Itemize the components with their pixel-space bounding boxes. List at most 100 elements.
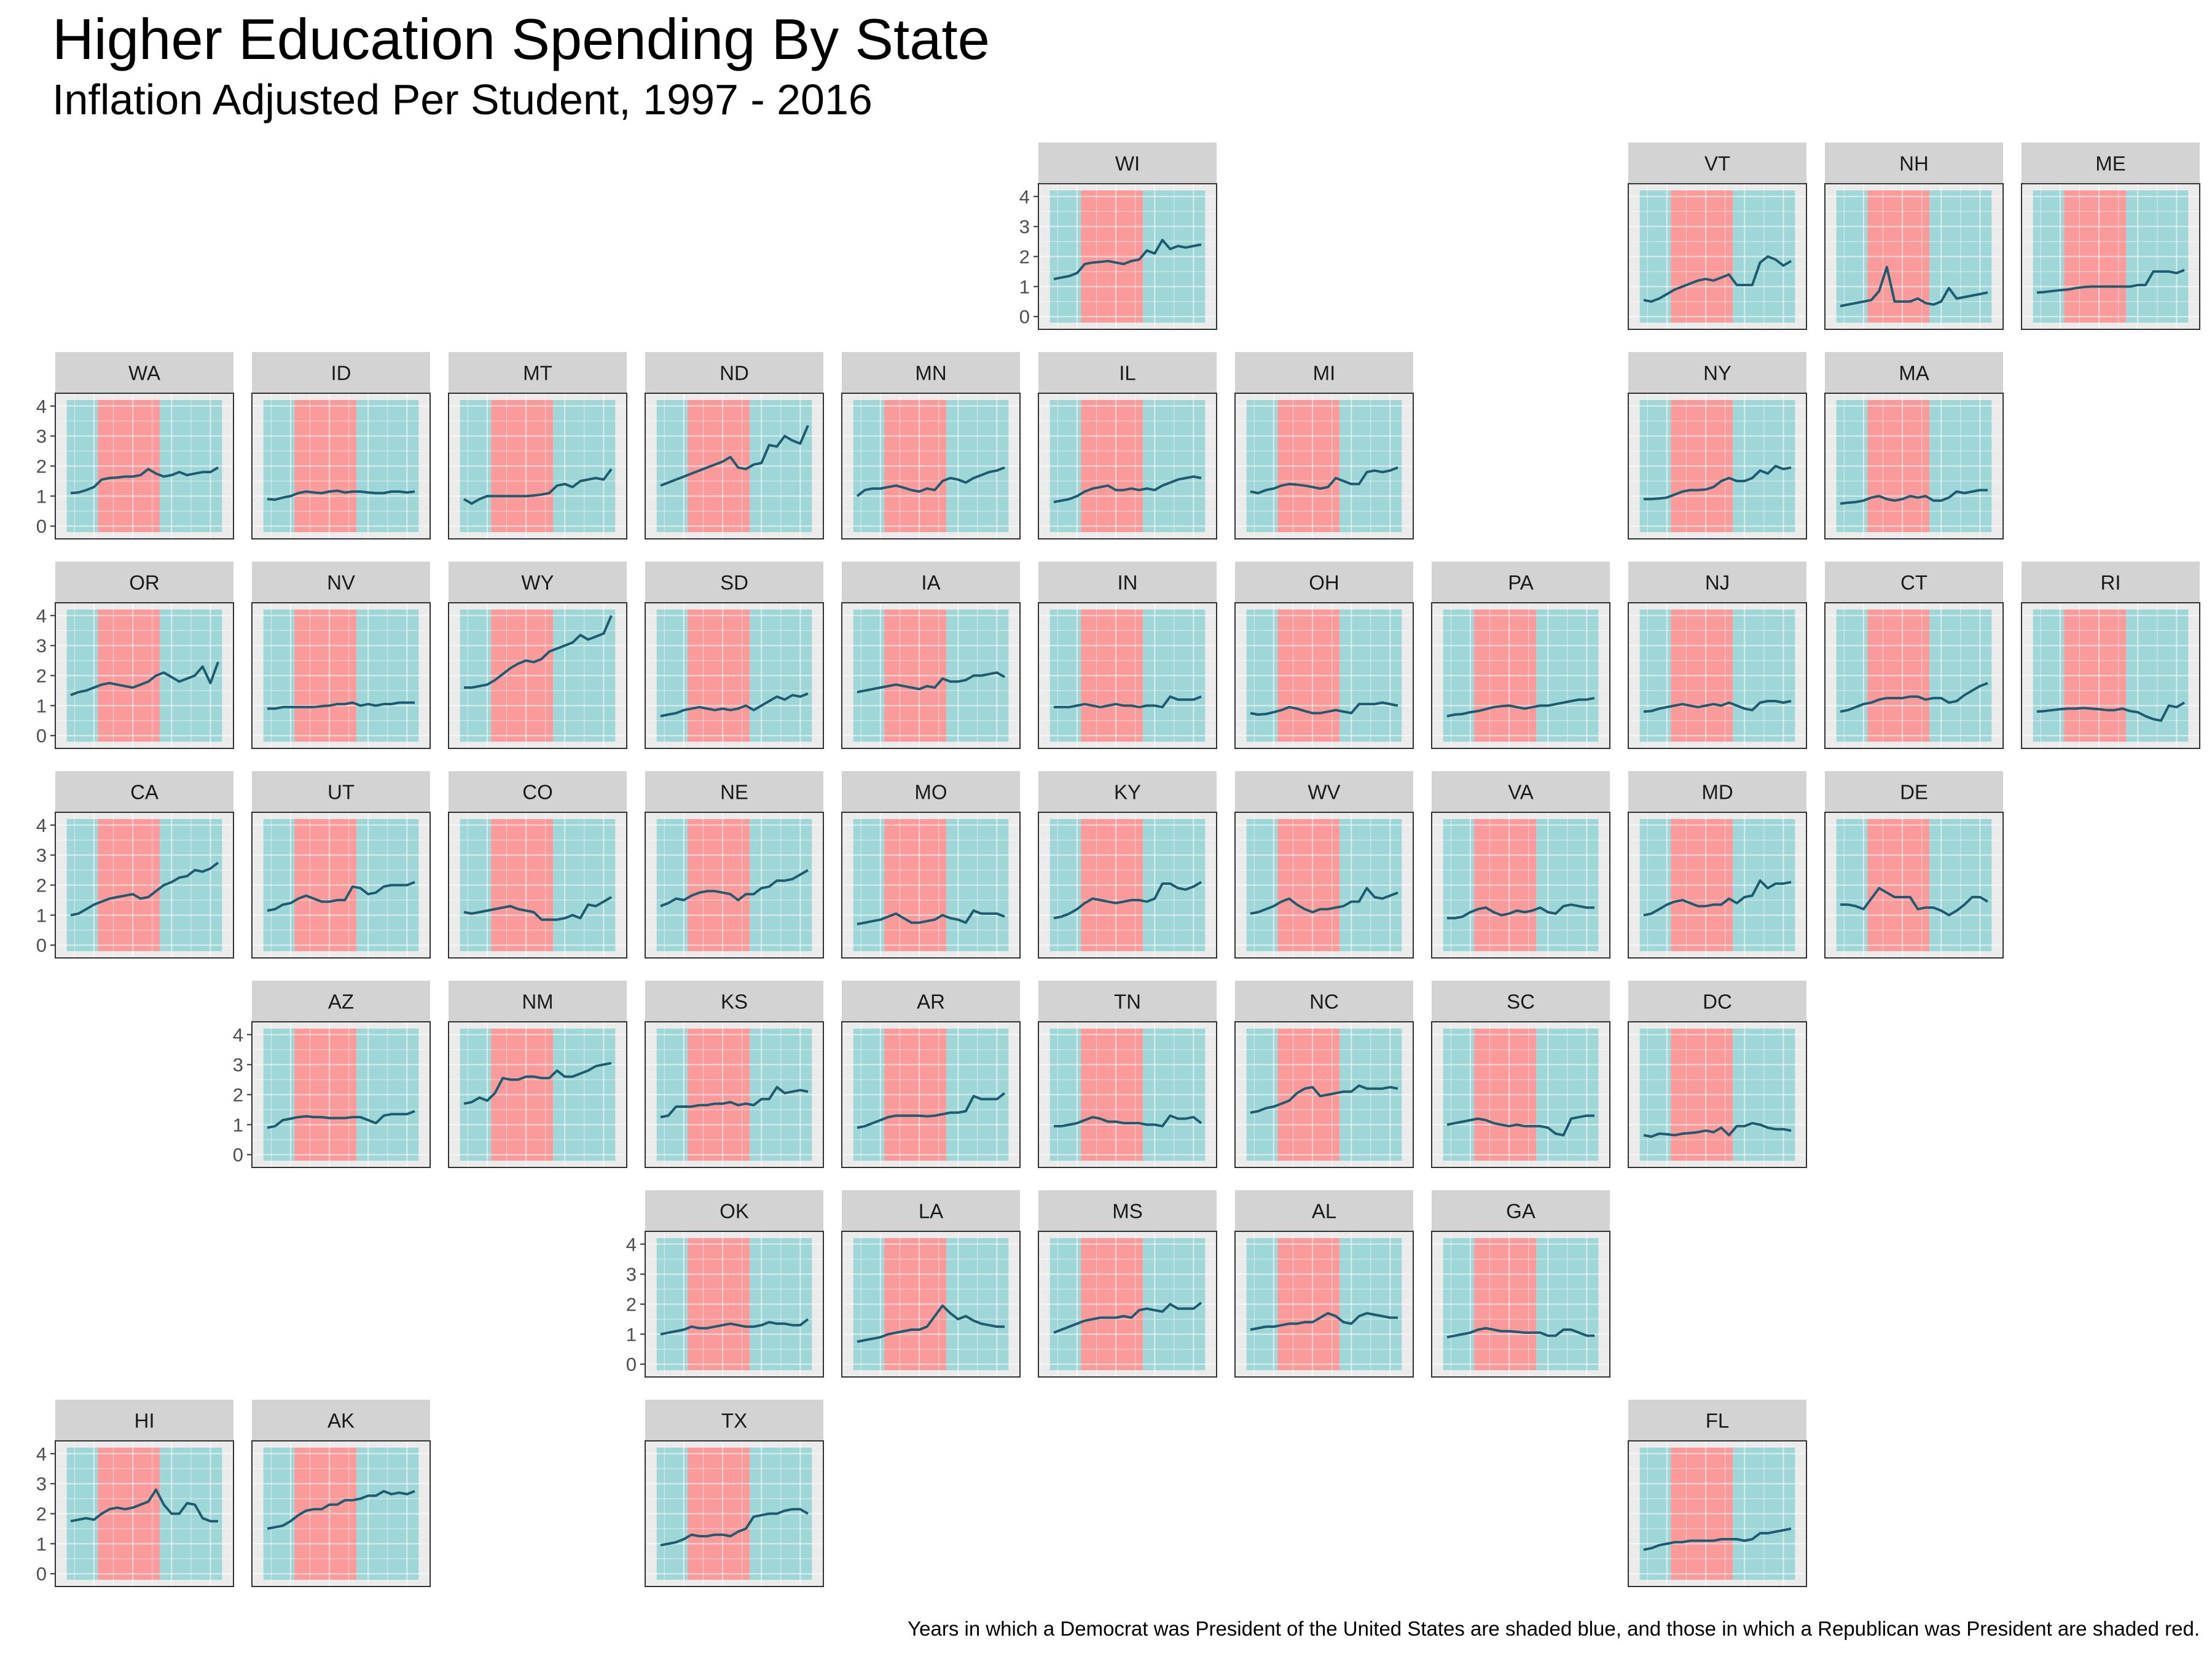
y-tick-label: 0 [626, 1354, 637, 1375]
facet-nj: NJ [1628, 562, 1807, 749]
series-line [1840, 887, 1989, 917]
facet-strip [1038, 143, 1217, 184]
facet-strip [1628, 562, 1806, 603]
facet-tn: TN [1038, 981, 1217, 1168]
facet-strip [55, 352, 233, 393]
series-line [1840, 488, 1988, 505]
panel-border [1628, 1021, 1807, 1168]
facet-label: CA [130, 781, 159, 804]
series-line [1250, 701, 1398, 716]
series-line [1643, 1121, 1792, 1138]
facet-label: MS [1112, 1200, 1143, 1223]
series-line [1054, 1114, 1202, 1128]
facet-strip [1825, 771, 2003, 812]
y-tick-label: 0 [1019, 306, 1030, 327]
series-line [2036, 269, 2185, 294]
facet-label: DE [1900, 781, 1928, 804]
facet-label: WV [1308, 781, 1340, 804]
chart-title: Higher Education Spending By State [52, 7, 990, 71]
facet-dc: DC [1628, 981, 1807, 1168]
facet-nm: NM [448, 981, 627, 1168]
facet-strip [1825, 143, 2003, 184]
panel-border [1628, 393, 1807, 539]
facet-label: NC [1309, 990, 1339, 1013]
facet-label: TN [1114, 990, 1141, 1013]
y-tick-label: 1 [36, 904, 47, 926]
panel-border [1234, 1021, 1414, 1168]
facet-strip [645, 981, 823, 1022]
series-line [660, 425, 809, 487]
facet-strip [1235, 562, 1413, 603]
series-line [1250, 887, 1398, 915]
facet-label: NE [720, 781, 748, 804]
y-tick-label: 2 [36, 875, 47, 896]
facet-ri: RI [2021, 562, 2200, 749]
series-line [1446, 697, 1595, 718]
facet-label: MT [523, 362, 552, 385]
facet-la: LA [841, 1190, 1021, 1378]
facet-strip [1235, 771, 1413, 812]
facet-strip [449, 771, 627, 812]
facet-strip [842, 562, 1020, 603]
facet-label: VT [1704, 152, 1730, 175]
panel-border [645, 1440, 824, 1587]
y-tick-label: 3 [233, 1054, 243, 1076]
facet-label: TX [721, 1410, 747, 1432]
series-line [463, 1062, 612, 1105]
facet-strip [1235, 352, 1413, 393]
facet-label: WY [521, 571, 554, 594]
facet-strip [1628, 1400, 1806, 1441]
panel-border [448, 602, 627, 749]
y-tick-label: 1 [626, 1324, 637, 1345]
facet-nh: NH [1824, 143, 2004, 330]
facet-strip [252, 562, 430, 603]
series-line [1840, 681, 1988, 713]
facet-label: VA [1508, 781, 1534, 804]
y-tick-label: 1 [36, 485, 47, 507]
facet-va: VA [1431, 771, 1610, 959]
facet-label: NY [1703, 362, 1732, 385]
y-tick-label: 4 [36, 815, 47, 836]
series-line [1447, 903, 1594, 920]
series-line [1054, 695, 1202, 708]
facet-ks: KS [645, 981, 824, 1168]
facet-strip [449, 352, 627, 393]
facet-label: CT [1900, 571, 1928, 594]
series-line [70, 466, 219, 495]
panel-border [1234, 602, 1414, 749]
facet-label: SC [1507, 990, 1535, 1013]
series-line [660, 1508, 809, 1547]
facet-label: HI [135, 1410, 155, 1432]
facet-label: ME [2095, 152, 2126, 175]
panel-border [448, 393, 627, 539]
facet-label: MI [1313, 362, 1336, 385]
facet-wi: WI 0 1 2 3 4 [1019, 143, 1217, 330]
facet-strip [1432, 1190, 1610, 1231]
facet-ma: MA [1824, 352, 2004, 539]
facet-strip [645, 352, 823, 393]
panel-border [1038, 1231, 1217, 1378]
facet-or: OR 0 1 2 3 4 [36, 562, 234, 749]
y-tick-label: 0 [36, 1563, 47, 1585]
facet-co: CO [448, 771, 627, 959]
facet-label: DC [1703, 990, 1732, 1013]
facet-strip [449, 562, 627, 603]
facet-al: AL [1234, 1190, 1414, 1378]
facet-label: NV [327, 571, 355, 594]
series-line [1250, 1084, 1398, 1114]
series-line [660, 692, 809, 718]
facet-label: FL [1706, 1410, 1730, 1432]
series-line [267, 880, 415, 912]
facet-md: MD [1628, 771, 1807, 959]
facet-label: AZ [328, 990, 354, 1013]
series-line [1053, 880, 1202, 920]
facet-strip [252, 771, 430, 812]
y-tick-label: 2 [36, 456, 47, 477]
facet-label: IL [1119, 362, 1136, 385]
y-tick-label: 0 [233, 1144, 243, 1166]
series-line [1053, 238, 1202, 281]
facet-hi: HI 0 1 2 3 4 [36, 1400, 234, 1587]
y-tick-label: 0 [36, 725, 47, 747]
facet-strip [1825, 352, 2003, 393]
facet-il: IL [1038, 352, 1217, 539]
